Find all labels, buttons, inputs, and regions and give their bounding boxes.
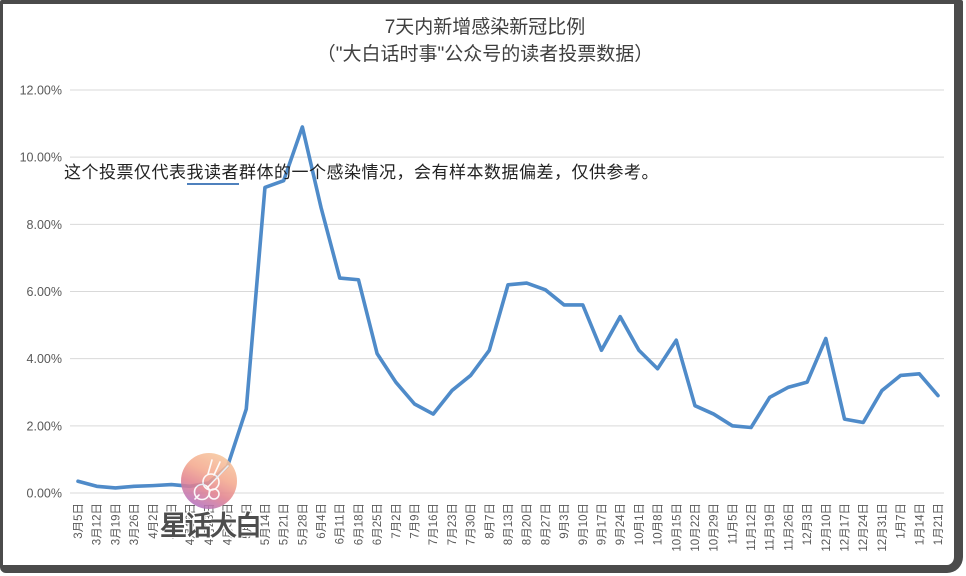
x-axis-tick-label: 10月22日 (690, 503, 702, 552)
x-axis-tick-label: 6月11日 (335, 503, 347, 544)
x-axis-tick-label: 1月14日 (914, 503, 926, 545)
x-axis-tick-label: 4月16日 (185, 503, 197, 545)
x-axis-tick-label: 1月21日 (933, 503, 945, 545)
x-axis-tick-label: 3月19日 (110, 503, 122, 545)
x-axis-tick-label: 8月7日 (484, 503, 496, 539)
x-axis-tick-label: 7月30日 (466, 503, 478, 545)
watermark-badge (181, 453, 237, 509)
x-axis-tick-label: 8月27日 (540, 503, 552, 545)
y-axis-tick-label: 6.00% (27, 285, 62, 299)
x-axis-tick-label: 10月8日 (653, 503, 665, 545)
x-axis-tick-label: 5月14日 (260, 503, 272, 545)
x-axis-tick-label: 4月23日 (204, 503, 216, 545)
x-axis-tick-label: 7月9日 (410, 503, 422, 539)
x-axis-tick-label: 10月1日 (634, 503, 646, 545)
y-axis-tick-label: 2.00% (27, 419, 62, 433)
x-axis-tick-label: 3月26日 (129, 503, 141, 545)
x-axis-tick-label: 5月21日 (279, 503, 291, 545)
y-axis-tick-label: 0.00% (27, 487, 62, 501)
x-axis-tick-label: 11月5日 (727, 503, 739, 544)
y-axis-tick-label: 4.00% (27, 352, 62, 366)
x-axis-tick-label: 11月26日 (783, 503, 795, 551)
x-axis-tick-label: 8月20日 (522, 503, 534, 545)
x-axis-tick-label: 3月5日 (73, 503, 85, 539)
x-axis-tick-label: 8月13日 (503, 503, 515, 545)
annotation-text-post: 群体的一个感染情况，会有样本数据偏差，仅供参考。 (239, 163, 659, 182)
x-axis-tick-label: 4月9日 (166, 503, 178, 539)
x-axis-tick-label: 7月2日 (391, 503, 403, 539)
x-axis-tick-label: 4月30日 (223, 503, 235, 545)
x-axis-tick-label: 12月10日 (821, 503, 833, 552)
x-axis-tick-label: 12月17日 (840, 503, 852, 552)
x-axis-tick-label: 12月31日 (877, 503, 889, 552)
x-axis-tick-label: 5月28日 (297, 503, 309, 545)
annotation-text-underlined: 我读者 (186, 163, 239, 185)
rabbit-magnifier-icon (193, 459, 229, 501)
x-axis-tick-label: 11月12日 (746, 503, 758, 551)
x-axis-tick-label: 6月18日 (353, 503, 365, 545)
x-axis-tick-label: 9月3日 (559, 503, 571, 539)
annotation-text-pre: 这个投票仅代表 (64, 163, 187, 182)
x-axis-tick-label: 3月12日 (92, 503, 104, 545)
y-axis-tick-label: 8.00% (27, 218, 62, 232)
y-axis-tick-label: 10.00% (20, 151, 62, 165)
y-axis-tick-label: 12.00% (20, 84, 62, 98)
x-axis-tick-label: 7月23日 (447, 503, 459, 545)
x-axis-tick-label: 4月2日 (148, 503, 160, 539)
chart-annotation: 这个投票仅代表我读者群体的一个感染情况，会有样本数据偏差，仅供参考。 (64, 158, 659, 185)
x-axis-tick-label: 5月7日 (241, 503, 253, 539)
x-axis-tick-label: 12月24日 (858, 503, 870, 552)
x-axis-tick-label: 6月25日 (372, 503, 384, 545)
x-axis-tick-label: 12月3日 (802, 503, 814, 545)
x-axis-tick-label: 7月16日 (428, 503, 440, 545)
chart-title: 7天内新增感染新冠比例 (384, 17, 586, 38)
x-axis-tick-label: 9月24日 (615, 503, 627, 545)
x-axis-tick-label: 1月7日 (896, 503, 908, 539)
x-axis-tick-label: 10月29日 (709, 503, 721, 552)
watermark-text: 星话大白 (160, 511, 262, 541)
x-axis-tick-label: 11月19日 (765, 503, 777, 551)
x-axis-tick-label: 6月4日 (316, 503, 328, 539)
chart-title-block: 7天内新增感染新冠比例 （"大白话时事"公众号的读者投票数据） (10, 14, 960, 68)
x-axis-tick-label: 9月10日 (578, 503, 590, 545)
chart-subtitle: （"大白话时事"公众号的读者投票数据） (316, 44, 654, 65)
x-axis-tick-label: 10月15日 (671, 503, 683, 552)
x-axis-tick-label: 9月17日 (596, 503, 608, 545)
